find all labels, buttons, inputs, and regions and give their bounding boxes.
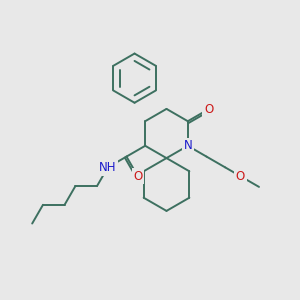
- Text: O: O: [204, 103, 213, 116]
- Text: O: O: [236, 169, 245, 183]
- Text: N: N: [183, 139, 192, 152]
- Text: O: O: [133, 170, 142, 183]
- Text: NH: NH: [99, 161, 116, 174]
